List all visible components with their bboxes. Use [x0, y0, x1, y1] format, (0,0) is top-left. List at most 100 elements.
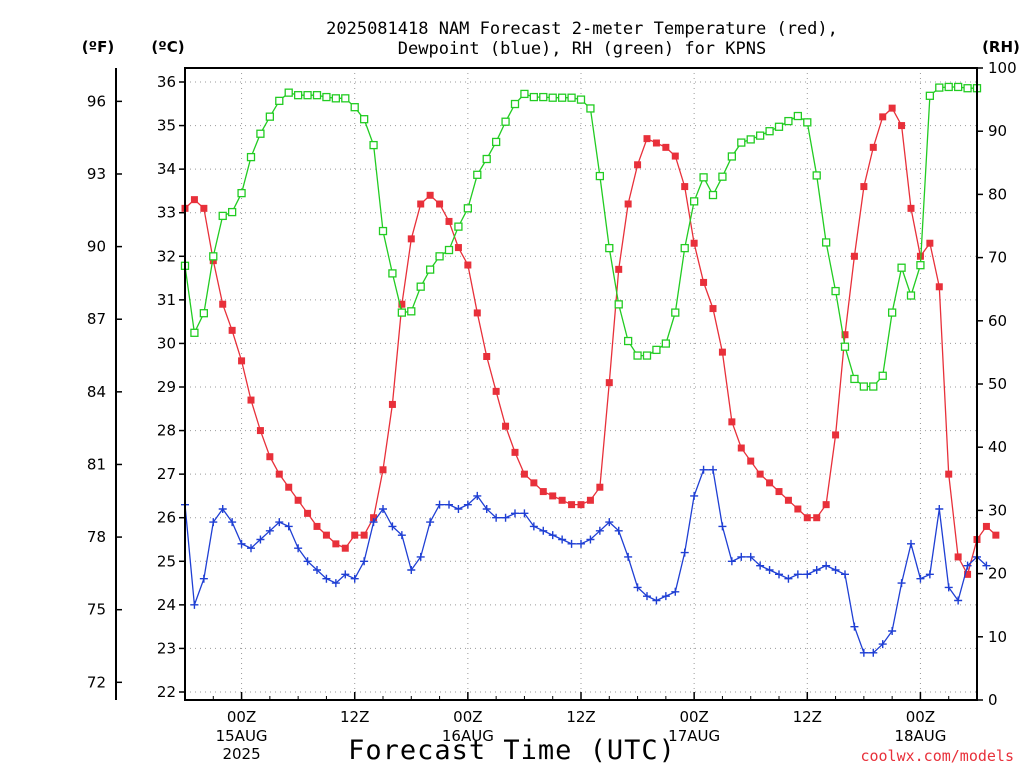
series-line-2 — [184, 86, 977, 388]
point-temperature-81 — [945, 470, 953, 478]
point-rh-34 — [501, 117, 510, 126]
point-rh-65 — [793, 111, 803, 121]
point-temperature-37 — [530, 479, 538, 487]
point-dewpoint-81 — [944, 583, 953, 592]
point-temperature-49 — [643, 135, 651, 143]
plot-frame — [184, 67, 978, 701]
point-rh-43 — [586, 104, 595, 113]
x-tick-label-54: 00Z — [679, 708, 708, 726]
point-temperature-68 — [822, 501, 830, 509]
fahrenheit-tick-label-87: 87 — [87, 310, 106, 328]
celsius-tick-label-29: 29 — [157, 378, 176, 396]
point-temperature-56 — [709, 305, 717, 313]
point-dewpoint-14 — [313, 566, 321, 574]
point-rh-64 — [784, 116, 793, 126]
point-rh-14 — [312, 91, 322, 100]
point-dewpoint-79 — [925, 570, 934, 579]
rh-tick-label-100: 100 — [988, 59, 1017, 77]
point-temperature-27 — [436, 200, 444, 208]
point-rh-1 — [190, 328, 199, 337]
point-dewpoint-59 — [737, 552, 746, 561]
point-dewpoint-18 — [350, 574, 359, 583]
point-temperature-80 — [935, 283, 943, 291]
point-dewpoint-72 — [859, 648, 868, 657]
point-rh-61 — [755, 131, 765, 140]
point-dewpoint-4 — [218, 505, 227, 513]
point-temperature-53 — [681, 183, 689, 191]
x-tick-date-6-0: 15AUG — [216, 727, 268, 745]
celsius-tick-label-27: 27 — [157, 465, 176, 483]
point-dewpoint-47 — [624, 552, 633, 561]
point-dewpoint-74 — [878, 640, 887, 649]
point-dewpoint-78 — [916, 574, 925, 583]
point-temperature-79 — [926, 239, 934, 247]
rh-tick-label-60: 60 — [988, 312, 1007, 330]
point-rh-54 — [689, 197, 699, 206]
point-temperature-64 — [784, 496, 792, 504]
point-rh-53 — [680, 243, 689, 253]
point-dewpoint-10 — [275, 518, 284, 527]
point-rh-46 — [614, 300, 623, 309]
point-dewpoint-45 — [605, 518, 614, 527]
point-rh-28 — [444, 245, 454, 255]
point-dewpoint-80 — [935, 505, 944, 513]
point-temperature-15 — [322, 531, 330, 539]
point-rh-13 — [303, 91, 312, 100]
point-rh-74 — [878, 371, 887, 380]
rh-tick-label-50: 50 — [988, 375, 1007, 393]
point-dewpoint-83 — [963, 561, 972, 570]
point-temperature-77 — [907, 204, 915, 212]
point-dewpoint-66 — [803, 570, 812, 579]
point-rh-9 — [265, 112, 275, 121]
point-temperature-9 — [266, 453, 274, 461]
point-temperature-34 — [502, 422, 510, 430]
point-rh-50 — [652, 345, 661, 355]
point-dewpoint-6 — [237, 539, 246, 548]
point-dewpoint-54 — [690, 491, 699, 500]
point-rh-29 — [454, 222, 463, 231]
fahrenheit-tick-label-81: 81 — [87, 455, 106, 473]
point-dewpoint-44 — [595, 526, 604, 535]
point-temperature-44 — [596, 483, 604, 491]
x-tick-label-18: 12Z — [340, 708, 369, 726]
point-temperature-42 — [577, 501, 585, 509]
point-rh-58 — [727, 152, 737, 161]
point-rh-72 — [859, 382, 869, 391]
point-rh-38 — [539, 92, 548, 102]
rh-tick-label-0: 0 — [988, 691, 998, 709]
point-rh-63 — [774, 122, 784, 131]
point-rh-83 — [963, 84, 972, 93]
point-rh-19 — [359, 115, 369, 124]
point-rh-73 — [869, 382, 878, 391]
credit-text: coolwx.com/models — [860, 747, 1014, 765]
x-axis-label: Forecast Time (UTC) — [348, 735, 676, 766]
point-rh-30 — [463, 204, 473, 213]
point-temperature-83 — [964, 570, 972, 578]
celsius-tick-label-31: 31 — [157, 291, 176, 309]
rh-tick-label-10: 10 — [988, 628, 1007, 646]
point-rh-7 — [246, 152, 256, 162]
point-temperature-63 — [775, 488, 783, 496]
point-rh-56 — [708, 190, 718, 200]
point-rh-57 — [718, 172, 727, 181]
title-line-2: Dewpoint (blue), RH (green) for KPNS — [398, 39, 766, 59]
point-temperature-82 — [954, 553, 962, 561]
point-dewpoint-17 — [341, 570, 350, 579]
point-temperature-19 — [360, 531, 368, 539]
point-temperature-36 — [520, 470, 528, 478]
point-temperature-30 — [464, 261, 472, 269]
point-temperature-86 — [992, 531, 1000, 539]
rh-tick-label-20: 20 — [988, 565, 1007, 583]
point-dewpoint-23 — [397, 531, 406, 540]
rh-tick-label-30: 30 — [988, 501, 1007, 519]
series-temperature — [181, 104, 1000, 578]
grid — [185, 68, 977, 700]
point-dewpoint-30 — [463, 500, 472, 509]
point-rh-51 — [661, 339, 671, 348]
point-rh-36 — [520, 89, 529, 99]
celsius-tick-label-36: 36 — [157, 73, 176, 91]
point-rh-24 — [407, 307, 416, 316]
point-dewpoint-71 — [850, 622, 859, 631]
point-rh-11 — [284, 88, 293, 97]
